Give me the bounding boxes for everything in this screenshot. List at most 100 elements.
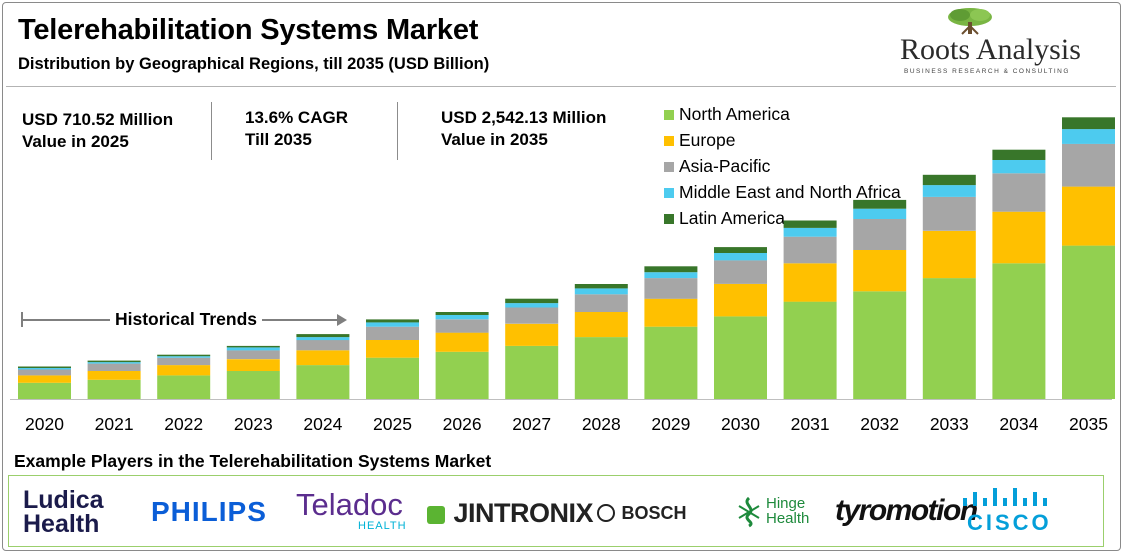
- bar-segment-middle-east-and-north-africa-2031: [783, 227, 837, 237]
- bar-segment-europe-2020: [18, 375, 71, 383]
- x-tick-label: 2031: [791, 414, 830, 434]
- kpi-cagr-label: Till 2035: [245, 130, 312, 149]
- bar-segment-latin-america-2026: [435, 312, 489, 315]
- logo-teladoc-name: Teladoc: [296, 487, 403, 522]
- x-tick-label: 2027: [512, 414, 551, 434]
- kpi-value-2025-amount: USD 710.52 Million: [22, 110, 174, 129]
- bar-segment-north-america-2032: [853, 291, 907, 399]
- bar-segment-middle-east-and-north-africa-2032: [853, 208, 907, 219]
- bar-segment-europe-2021: [87, 371, 141, 380]
- kpi-divider: [211, 102, 212, 160]
- players-title: Example Players in the Telerehabilitatio…: [14, 451, 492, 471]
- x-tick-label: 2021: [95, 414, 134, 434]
- legend-swatch: [664, 161, 674, 172]
- bar-segment-europe-2026: [435, 332, 489, 352]
- bar-segment-latin-america-2031: [783, 220, 837, 228]
- bar-segment-latin-america-2024: [296, 334, 350, 338]
- legend-label: Middle East and North Africa: [679, 182, 901, 203]
- bar-segment-asia-pacific-2033: [922, 196, 976, 231]
- bar-segment-latin-america-2027: [505, 298, 559, 304]
- bar-segment-north-america-2031: [783, 301, 837, 399]
- logo-ludica-health-line1: Ludica: [23, 486, 104, 514]
- bar-segment-europe-2025: [366, 340, 419, 358]
- chart-legend: North America Europe Asia-Pacific Middle…: [664, 101, 901, 232]
- bar-segment-asia-pacific-2027: [505, 307, 559, 324]
- bar-segment-north-america-2025: [366, 357, 419, 399]
- kpi-cagr: 13.6% CAGR Till 2035: [245, 107, 348, 151]
- bar-segment-latin-america-2032: [853, 199, 907, 209]
- bar-segment-asia-pacific-2024: [296, 340, 350, 351]
- bar-segment-asia-pacific-2025: [366, 326, 419, 340]
- bar-segment-asia-pacific-2031: [783, 236, 837, 264]
- bar-segment-latin-america-2033: [922, 174, 976, 186]
- x-tick-label: 2024: [303, 414, 342, 434]
- bar-segment-latin-america-2025: [366, 319, 419, 323]
- logo-hinge-line1: Hinge: [766, 495, 806, 512]
- bar-segment-middle-east-and-north-africa-2022: [157, 356, 211, 358]
- x-tick-label: 2023: [234, 414, 273, 434]
- bar-segment-latin-america-2029: [644, 266, 698, 273]
- bar-segment-asia-pacific-2029: [644, 278, 698, 299]
- bar-segment-europe-2034: [992, 211, 1046, 264]
- bar-segment-north-america-2027: [505, 345, 559, 399]
- bar-segment-middle-east-and-north-africa-2028: [574, 288, 628, 295]
- page-subtitle: Distribution by Geographical Regions, ti…: [18, 55, 490, 73]
- logo-jintronix: JINTRONIX: [427, 498, 593, 529]
- bar-segment-europe-2029: [644, 298, 698, 327]
- bar-segment-middle-east-and-north-africa-2034: [992, 160, 1046, 174]
- bar-segment-north-america-2033: [922, 278, 976, 399]
- x-tick-label: 2035: [1069, 414, 1108, 434]
- logo-ludica-health: Ludica Health: [23, 486, 104, 538]
- bar-segment-latin-america-2021: [87, 360, 141, 363]
- legend-item: Latin America: [664, 206, 901, 232]
- x-tick-label: 2026: [443, 414, 482, 434]
- bar-segment-asia-pacific-2035: [1062, 143, 1115, 187]
- bar-segment-north-america-2028: [574, 337, 628, 399]
- bar-segment-north-america-2035: [1062, 245, 1115, 399]
- x-tick-label: 2030: [721, 414, 760, 434]
- x-tick-label: 2034: [999, 414, 1038, 434]
- legend-item: Middle East and North Africa: [664, 180, 901, 206]
- logo-hinge-health-text: Hinge Health: [766, 496, 809, 526]
- x-tick-label: 2020: [25, 414, 64, 434]
- bar-segment-europe-2028: [574, 312, 628, 338]
- kpi-value-2035-amount: USD 2,542.13 Million: [441, 108, 607, 127]
- bar-segment-europe-2024: [296, 350, 350, 366]
- legend-swatch: [664, 188, 674, 199]
- logo-bosch: BOSCH: [597, 503, 686, 524]
- bar-segment-asia-pacific-2022: [157, 357, 211, 366]
- bar-segment-middle-east-and-north-africa-2021: [87, 362, 141, 364]
- jintronix-icon: [427, 506, 445, 524]
- legend-label: Asia-Pacific: [679, 155, 771, 176]
- bar-segment-north-america-2020: [18, 382, 71, 399]
- players-logo-strip: Ludica Health PHILIPS Teladoc HEALTH JIN…: [8, 475, 1104, 547]
- bar-segment-north-america-2029: [644, 326, 698, 399]
- bar-segment-europe-2032: [853, 250, 907, 292]
- logo-teladoc-sub: HEALTH: [358, 520, 407, 532]
- historical-trend-start-tick: [21, 312, 23, 327]
- logo-philips: PHILIPS: [151, 496, 267, 527]
- bar-segment-middle-east-and-north-africa-2027: [505, 303, 559, 308]
- kpi-value-2035-label: Value in 2035: [441, 130, 548, 149]
- kpi-value-2025: USD 710.52 Million Value in 2025: [22, 109, 173, 153]
- logo-ludica-health-line2: Health: [23, 510, 100, 538]
- bar-segment-asia-pacific-2032: [853, 219, 907, 250]
- legend-label: North America: [679, 103, 790, 124]
- bar-segment-middle-east-and-north-africa-2026: [435, 314, 489, 320]
- bar-segment-asia-pacific-2030: [714, 260, 767, 284]
- bar-segment-middle-east-and-north-africa-2024: [296, 337, 350, 341]
- bar-segment-north-america-2026: [435, 351, 489, 399]
- stacked-bar-chart: 2020 2021 2022 2023 2024 2025 2026 2027 2028 2029…: [10, 117, 1115, 434]
- bar-segment-latin-america-2020: [18, 366, 71, 368]
- bar-segment-europe-2035: [1062, 186, 1115, 246]
- legend-swatch: [664, 109, 674, 120]
- cisco-bridge-icon: [963, 488, 1047, 506]
- bar-segment-middle-east-and-north-africa-2029: [644, 272, 698, 279]
- hinge-health-icon: [738, 496, 760, 528]
- bar-segment-middle-east-and-north-africa-2030: [714, 253, 767, 261]
- logo-cisco-name: CISCO: [967, 510, 1052, 535]
- bar-segment-latin-america-2028: [574, 284, 628, 289]
- historical-trend-arrow-icon: [337, 314, 347, 326]
- bar-segment-middle-east-and-north-africa-2025: [366, 322, 419, 327]
- logo-hinge-line2: Health: [766, 510, 810, 527]
